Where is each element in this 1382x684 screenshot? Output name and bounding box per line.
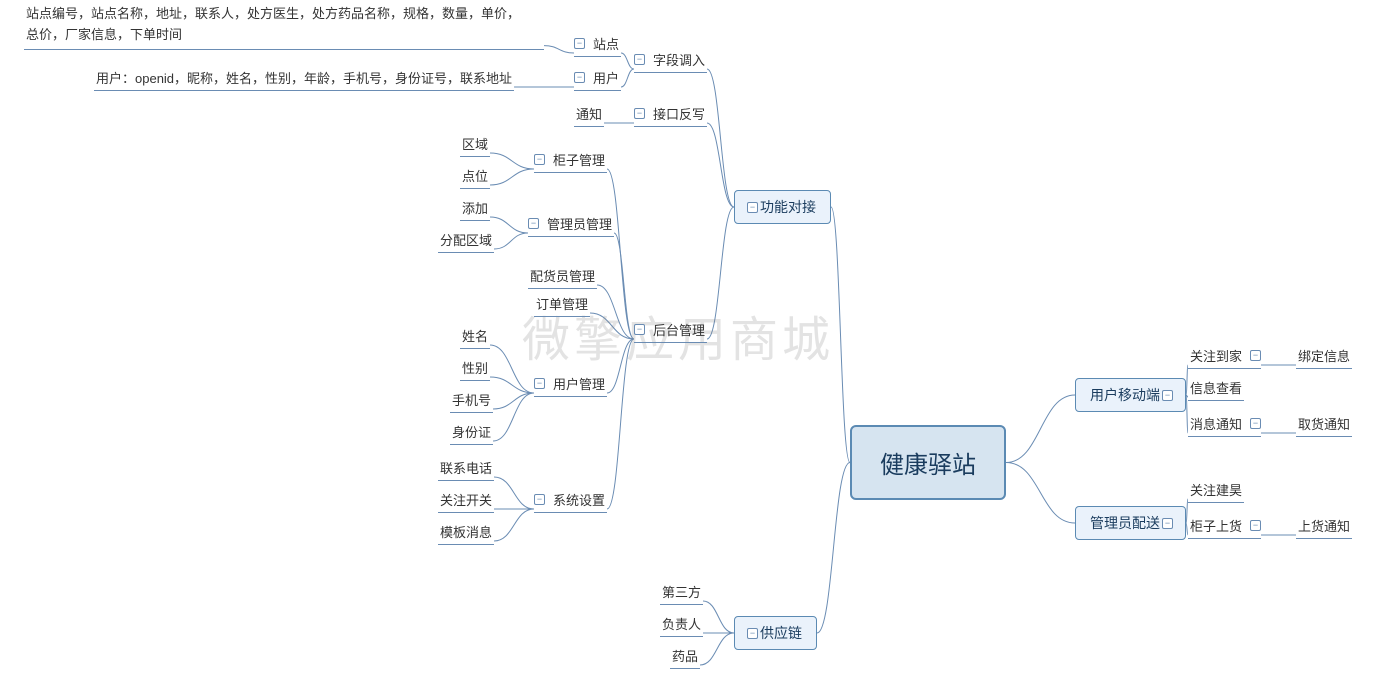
- node-sex[interactable]: 性别: [460, 358, 490, 377]
- node-user_mgr[interactable]: −用户管理: [534, 374, 607, 393]
- node-label: 站点编号，站点名称，地址，联系人，处方医生，处方药品名称，规格，数量，单价，总价…: [24, 4, 522, 46]
- node-label: 用户管理: [551, 374, 607, 393]
- branch-label: 用户移动端: [1088, 385, 1162, 405]
- collapse-icon[interactable]: −: [528, 218, 539, 229]
- collapse-icon[interactable]: −: [1162, 390, 1173, 401]
- collapse-icon[interactable]: −: [534, 154, 545, 165]
- node-label: 分配区域: [438, 230, 494, 249]
- node-tel[interactable]: 联系电话: [438, 458, 494, 477]
- collapse-icon[interactable]: −: [747, 202, 758, 213]
- node-backend[interactable]: −后台管理: [634, 320, 707, 339]
- node-pickup[interactable]: 取货通知: [1296, 414, 1352, 433]
- node-label: 柜子管理: [551, 150, 607, 169]
- node-follow_sw[interactable]: 关注开关: [438, 490, 494, 509]
- node-cab_load[interactable]: 柜子上货−: [1188, 516, 1261, 535]
- collapse-icon[interactable]: −: [574, 72, 585, 83]
- node-label: 取货通知: [1296, 414, 1352, 433]
- collapse-icon[interactable]: −: [1162, 518, 1173, 529]
- node-label: 联系电话: [438, 458, 494, 477]
- branch-label: 供应链: [758, 623, 804, 643]
- collapse-icon[interactable]: −: [634, 324, 645, 335]
- node-msg_notice[interactable]: 消息通知−: [1188, 414, 1261, 433]
- branch-label: 功能对接: [758, 197, 818, 217]
- collapse-icon[interactable]: −: [534, 494, 545, 505]
- node-label: 消息通知: [1188, 414, 1244, 433]
- root-node[interactable]: 健康驿站: [850, 425, 1006, 500]
- node-label: 通知: [574, 104, 604, 123]
- node-idcard[interactable]: 身份证: [450, 422, 493, 441]
- node-sys_set[interactable]: −系统设置: [534, 490, 607, 509]
- node-label: 关注开关: [438, 490, 494, 509]
- node-label: 负责人: [660, 614, 703, 633]
- node-label: 字段调入: [651, 50, 707, 69]
- node-label: 性别: [460, 358, 490, 377]
- node-add[interactable]: 添加: [460, 198, 490, 217]
- node-assign[interactable]: 分配区域: [438, 230, 494, 249]
- node-label: 后台管理: [651, 320, 707, 339]
- node-phone[interactable]: 手机号: [450, 390, 493, 409]
- node-label: 管理员管理: [545, 214, 614, 233]
- node-bind_info[interactable]: 绑定信息: [1296, 346, 1352, 365]
- node-label: 用户：openid，昵称，姓名，性别，年龄，手机号，身份证号，联系地址: [94, 68, 514, 87]
- node-name[interactable]: 姓名: [460, 326, 490, 345]
- node-info_view[interactable]: 信息查看: [1188, 378, 1244, 397]
- collapse-icon[interactable]: −: [634, 54, 645, 65]
- node-label: 信息查看: [1188, 378, 1244, 397]
- node-label: 区域: [460, 134, 490, 153]
- branch-mobile[interactable]: 用户移动端−: [1075, 378, 1186, 412]
- node-site[interactable]: −站点: [574, 34, 621, 53]
- collapse-icon[interactable]: −: [747, 628, 758, 639]
- node-cab_mgr[interactable]: −柜子管理: [534, 150, 607, 169]
- node-area[interactable]: 区域: [460, 134, 490, 153]
- collapse-icon[interactable]: −: [534, 378, 545, 389]
- node-label: 关注建昊: [1188, 480, 1244, 499]
- collapse-icon[interactable]: −: [1250, 350, 1261, 361]
- node-label: 绑定信息: [1296, 346, 1352, 365]
- collapse-icon[interactable]: −: [1250, 520, 1261, 531]
- collapse-icon[interactable]: −: [574, 38, 585, 49]
- node-follow_jh[interactable]: 关注建昊: [1188, 480, 1244, 499]
- node-drug[interactable]: 药品: [670, 646, 700, 665]
- node-third[interactable]: 第三方: [660, 582, 703, 601]
- node-user_detail[interactable]: 用户：openid，昵称，姓名，性别，年龄，手机号，身份证号，联系地址: [94, 68, 514, 87]
- node-label: 系统设置: [551, 490, 607, 509]
- node-label: 柜子上货: [1188, 516, 1244, 535]
- node-label: 站点: [591, 34, 621, 53]
- node-adm_mgr[interactable]: −管理员管理: [528, 214, 614, 233]
- node-label: 模板消息: [438, 522, 494, 541]
- collapse-icon[interactable]: −: [634, 108, 645, 119]
- node-owner[interactable]: 负责人: [660, 614, 703, 633]
- node-label: 点位: [460, 166, 490, 185]
- node-label: 姓名: [460, 326, 490, 345]
- node-tpl_msg[interactable]: 模板消息: [438, 522, 494, 541]
- node-label: 手机号: [450, 390, 493, 409]
- node-dist_mgr[interactable]: 配货员管理: [528, 266, 597, 285]
- node-api_back[interactable]: −接口反写: [634, 104, 707, 123]
- node-label: 添加: [460, 198, 490, 217]
- node-label: 关注到家: [1188, 346, 1244, 365]
- node-follow_home[interactable]: 关注到家−: [1188, 346, 1261, 365]
- branch-label: 管理员配送: [1088, 513, 1162, 533]
- node-order_mgr[interactable]: 订单管理: [534, 294, 590, 313]
- branch-supply[interactable]: −供应链: [734, 616, 817, 650]
- node-label: 订单管理: [534, 294, 590, 313]
- node-label: 药品: [670, 646, 700, 665]
- node-label: 配货员管理: [528, 266, 597, 285]
- node-label: 身份证: [450, 422, 493, 441]
- node-pos[interactable]: 点位: [460, 166, 490, 185]
- node-load_notice[interactable]: 上货通知: [1296, 516, 1352, 535]
- node-user[interactable]: −用户: [574, 68, 621, 87]
- branch-dock[interactable]: −功能对接: [734, 190, 831, 224]
- node-notice[interactable]: 通知: [574, 104, 604, 123]
- node-label: 接口反写: [651, 104, 707, 123]
- node-site_detail[interactable]: 站点编号，站点名称，地址，联系人，处方医生，处方药品名称，规格，数量，单价，总价…: [24, 4, 544, 46]
- collapse-icon[interactable]: −: [1250, 418, 1261, 429]
- node-label: 用户: [591, 68, 621, 87]
- node-field_in[interactable]: −字段调入: [634, 50, 707, 69]
- node-label: 上货通知: [1296, 516, 1352, 535]
- branch-admin[interactable]: 管理员配送−: [1075, 506, 1186, 540]
- node-label: 第三方: [660, 582, 703, 601]
